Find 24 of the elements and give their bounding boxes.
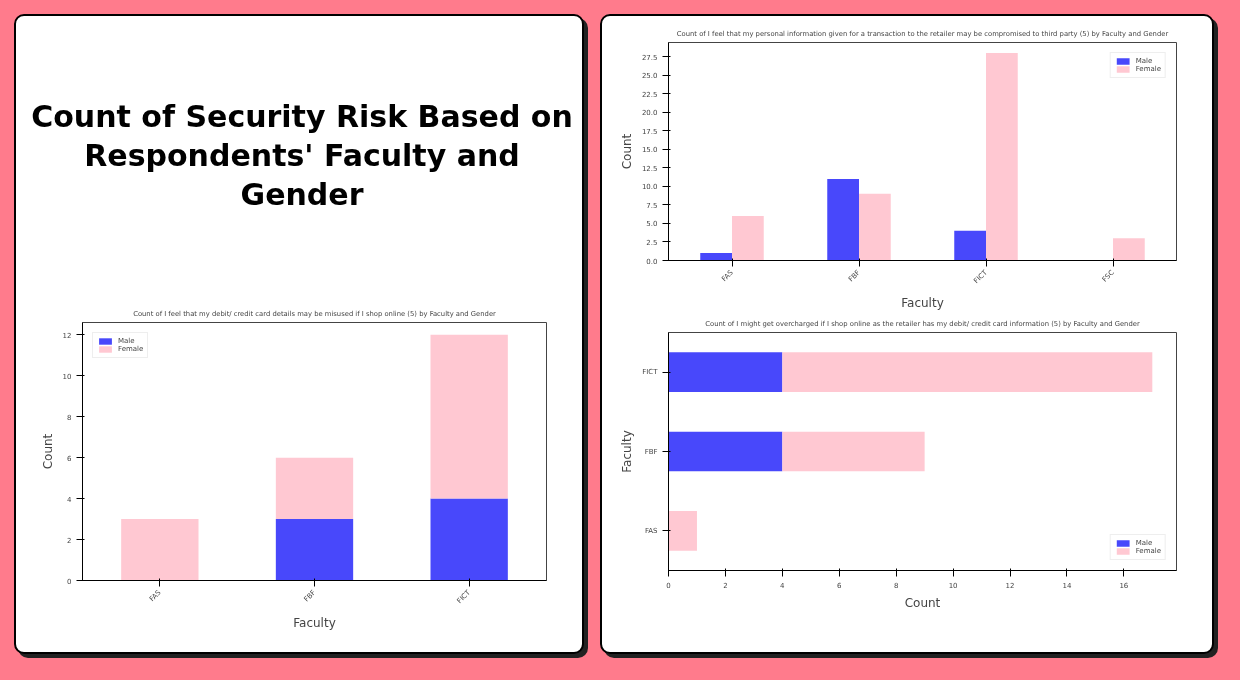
text: Count of Security Risk Based on Respondents' Faculty and Gender xyxy=(30,98,574,214)
bar xyxy=(827,178,859,261)
bar xyxy=(430,498,508,581)
bar xyxy=(732,216,764,261)
bar xyxy=(668,431,783,472)
bar xyxy=(782,431,925,472)
y-axis-title: Count xyxy=(619,133,634,170)
x-axis-title: Count xyxy=(904,595,941,610)
bar xyxy=(700,253,732,261)
bar xyxy=(121,519,199,581)
y-axis-title: Count xyxy=(40,433,55,470)
bar xyxy=(668,352,783,392)
bar xyxy=(430,334,508,499)
bar xyxy=(668,511,697,551)
y-axis-title: Faculty xyxy=(620,430,635,473)
bar xyxy=(986,52,1018,261)
x-axis-title: Faculty xyxy=(901,295,944,310)
bar xyxy=(1113,238,1145,261)
bar xyxy=(275,457,354,520)
bar xyxy=(782,352,1153,392)
bar xyxy=(954,230,986,261)
x-axis-title: Faculty xyxy=(293,615,336,630)
bar xyxy=(275,519,354,581)
bar xyxy=(859,193,891,261)
